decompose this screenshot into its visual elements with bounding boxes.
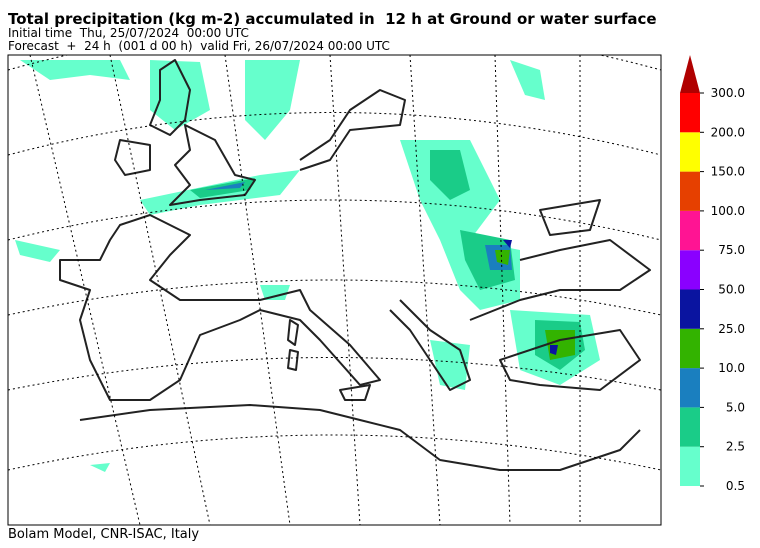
colorbar-label: 0.5: [726, 479, 745, 493]
colorbar-swatch: [680, 328, 700, 369]
colorbar: 0.5 2.5 5.0 10.0 25.0 50.0 75.0 100.0 150.0 200.0…: [680, 55, 745, 493]
colorbar-label: 100.0: [711, 204, 745, 218]
precipitation: [15, 60, 600, 472]
map: [7, 54, 662, 526]
colorbar-swatch: [680, 132, 700, 172]
colorbar-label: 50.0: [718, 283, 745, 297]
title: Total precipitation (kg m-2) accumulated…: [8, 10, 657, 28]
colorbar-swatch: [680, 368, 700, 408]
forecast: Forecast + 24 h (001 d 00 h) valid Fri, …: [8, 39, 390, 53]
colorbar-swatch: [680, 250, 700, 290]
colorbar-label: 300.0: [711, 86, 745, 100]
colorbar-label: 200.0: [711, 125, 745, 139]
colorbar-swatch: [680, 407, 700, 447]
colorbar-label: 75.0: [718, 243, 745, 257]
colorbar-label: 10.0: [718, 361, 745, 375]
colorbar-swatch: [680, 446, 700, 486]
initial-time: Initial time Thu, 25/07/2024 00:00 UTC: [8, 26, 249, 40]
colorbar-label: 2.5: [726, 440, 745, 454]
footer: Bolam Model, CNR-ISAC, Italy: [8, 527, 199, 542]
colorbar-label: 25.0: [718, 322, 745, 336]
colorbar-label: 150.0: [711, 165, 745, 179]
colorbar-swatch: [680, 210, 700, 251]
colorbar-extend: [680, 55, 700, 93]
colorbar-swatch: [680, 93, 700, 133]
graticule: [8, 55, 661, 525]
colorbar-swatch: [680, 289, 700, 329]
colorbar-swatch: [680, 171, 700, 211]
coastlines: [59, 59, 651, 471]
colorbar-label: 5.0: [726, 400, 745, 414]
